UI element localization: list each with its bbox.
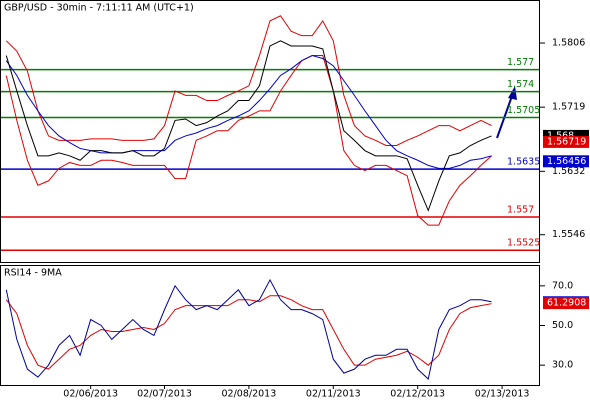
y-tick-label: 30.0 <box>552 360 573 371</box>
level-label: 1.557 <box>507 205 534 216</box>
rsi-panel-frame <box>0 265 540 386</box>
series-line <box>5 15 492 147</box>
level-label: 1.577 <box>507 57 534 68</box>
x-tick-label: 02/13/2013 <box>475 389 530 400</box>
chart-title: GBP/USD - 30min - 7:11:11 AM (UTC+1) <box>4 3 194 14</box>
level-label: 1.5635 <box>507 157 540 168</box>
x-tick-label: 02/08/2013 <box>222 389 277 400</box>
series-line <box>5 55 492 169</box>
level-label: 1.5525 <box>507 238 540 249</box>
x-tick-label: 02/06/2013 <box>63 389 118 400</box>
y-tick-label: 1.5719 <box>552 102 585 113</box>
rsi-title: RSI14 - 9MA <box>4 268 62 279</box>
price-tag-label: 61.2908 <box>547 298 586 309</box>
arrow-head <box>508 86 517 100</box>
price-tag <box>543 135 589 148</box>
y-tick-label: 1.5806 <box>552 38 585 49</box>
series-line <box>5 295 492 370</box>
price-panel-frame <box>0 0 540 263</box>
y-tick-label: 1.5632 <box>552 166 585 177</box>
price-tag <box>543 297 589 310</box>
series-line <box>5 278 492 381</box>
price-tag-label: 1.56719 <box>547 136 586 147</box>
level-label: 1.574 <box>507 79 534 90</box>
x-tick-label: 02/07/2013 <box>137 389 192 400</box>
y-tick-label: 50.0 <box>552 320 573 331</box>
y-tick-label: 1.5546 <box>552 229 585 240</box>
level-label: 1.5705 <box>507 105 540 116</box>
x-tick-label: 02/11/2013 <box>306 389 361 400</box>
y-tick-label: 70.0 <box>552 280 573 291</box>
x-tick-label: 02/12/2013 <box>390 389 445 400</box>
series-line <box>5 55 492 226</box>
price-tag <box>543 155 589 168</box>
series-line <box>5 40 492 212</box>
price-tag-label: 1.56456 <box>547 156 586 167</box>
